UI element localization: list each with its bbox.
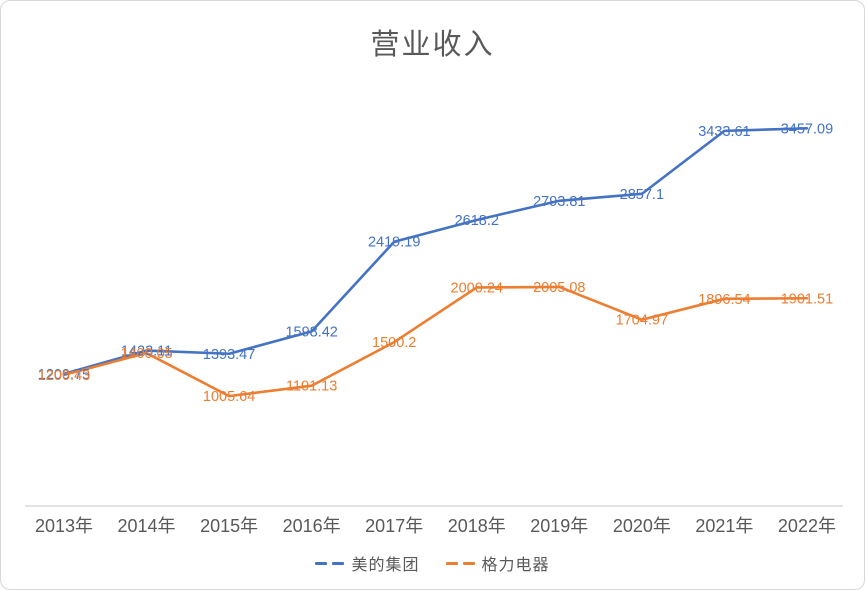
legend-dash-icon — [332, 561, 345, 565]
x-axis-tick-label: 2019年 — [530, 516, 588, 536]
data-label: 2618.2 — [455, 213, 499, 229]
data-label: 3433.61 — [698, 124, 750, 140]
chart-title: 营业收入 — [370, 29, 495, 61]
x-axis-tick-label: 2013年 — [35, 516, 93, 536]
x-axis-tick-label: 2022年 — [778, 516, 836, 536]
legend-label: 格力电器 — [481, 557, 550, 574]
data-label: 2419.19 — [368, 235, 420, 251]
data-label: 1209.75 — [38, 367, 90, 383]
data-label: 3457.09 — [781, 121, 833, 137]
data-label: 1101.13 — [286, 379, 337, 395]
data-label: 1704.97 — [616, 313, 668, 329]
x-axis-tick-label: 2015年 — [200, 516, 258, 536]
chart-legend: 美的集团 格力电器 — [1, 551, 864, 575]
data-label: 1423.11 — [121, 344, 172, 360]
data-label: 1901.51 — [781, 291, 833, 307]
data-label: 2857.1 — [620, 187, 664, 203]
x-axis-tick-label: 2016年 — [283, 516, 341, 536]
data-label: 1393.47 — [203, 347, 255, 363]
data-label: 1005.64 — [203, 389, 255, 405]
data-label: 2793.81 — [533, 194, 585, 210]
series-line[interactable] — [62, 285, 809, 398]
legend-item-gree[interactable]: 格力电器 — [445, 551, 550, 575]
data-label: 1200.43 — [38, 368, 90, 384]
series-line[interactable] — [62, 127, 809, 376]
legend-dash-icon — [315, 561, 328, 565]
legend-label: 美的集团 — [351, 557, 420, 574]
x-axis-tick-label: 2020年 — [613, 516, 671, 536]
x-axis-tick-label: 2018年 — [448, 516, 506, 536]
data-label: 1896.54 — [698, 292, 750, 308]
x-axis-tick-label: 2021年 — [695, 516, 753, 536]
data-label: 2000.24 — [451, 280, 503, 296]
x-axis-tick-label: 2017年 — [365, 516, 423, 536]
legend-item-midea[interactable]: 美的集团 — [315, 551, 419, 575]
x-axis-tick-label: 2014年 — [118, 516, 176, 536]
data-label: 1400.05 — [120, 346, 172, 362]
data-label: 1598.42 — [285, 324, 337, 340]
data-label: 2005.08 — [533, 280, 585, 296]
data-label: 1500.2 — [372, 335, 416, 351]
legend-dash-icon — [445, 561, 458, 565]
legend-dash-icon — [462, 561, 475, 565]
